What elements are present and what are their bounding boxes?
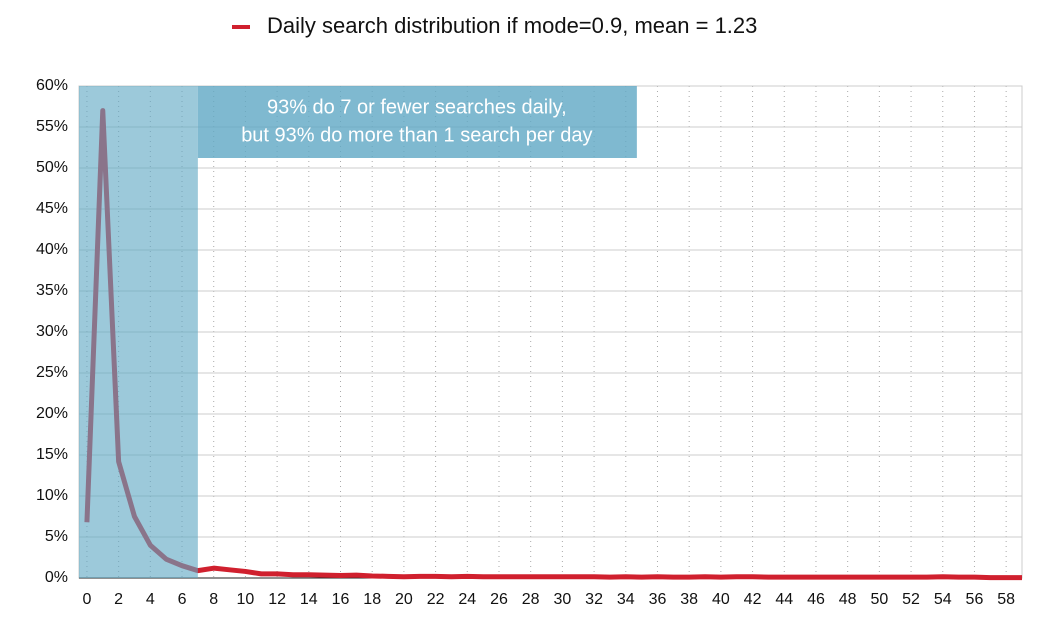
y-tick-label: 40%	[36, 241, 68, 258]
x-tick-label: 26	[490, 591, 508, 608]
x-tick-label: 22	[427, 591, 445, 608]
x-tick-label: 4	[146, 591, 155, 608]
y-tick-label: 30%	[36, 323, 68, 340]
x-tick-label: 36	[649, 591, 667, 608]
x-tick-label: 24	[458, 591, 476, 608]
annotation-text: 93% do 7 or fewer searches daily,	[267, 96, 567, 118]
x-tick-label: 8	[209, 591, 218, 608]
x-tick-label: 52	[902, 591, 920, 608]
x-tick-label: 12	[268, 591, 286, 608]
annotation-box	[197, 86, 637, 158]
y-tick-label: 20%	[36, 405, 68, 422]
x-tick-label: 54	[934, 591, 952, 608]
y-tick-label: 15%	[36, 446, 68, 463]
x-tick-label: 0	[82, 591, 91, 608]
y-tick-label: 50%	[36, 159, 68, 176]
x-tick-label: 38	[680, 591, 698, 608]
x-tick-label: 6	[178, 591, 187, 608]
x-tick-label: 16	[332, 591, 350, 608]
highlight-region	[79, 86, 198, 578]
x-tick-label: 42	[744, 591, 762, 608]
x-tick-label: 44	[775, 591, 793, 608]
x-tick-label: 30	[553, 591, 571, 608]
y-tick-label: 25%	[36, 364, 68, 381]
y-tick-label: 35%	[36, 282, 68, 299]
x-tick-label: 34	[617, 591, 635, 608]
x-tick-label: 56	[966, 591, 984, 608]
y-tick-label: 55%	[36, 118, 68, 135]
x-tick-label: 2	[114, 591, 123, 608]
x-tick-label: 50	[870, 591, 888, 608]
annotation-text: but 93% do more than 1 search per day	[241, 124, 592, 146]
y-tick-label: 0%	[45, 569, 68, 586]
x-tick-label: 32	[585, 591, 603, 608]
x-tick-label: 28	[522, 591, 540, 608]
x-tick-label: 20	[395, 591, 413, 608]
x-tick-label: 58	[997, 591, 1015, 608]
y-tick-label: 10%	[36, 487, 68, 504]
data-line	[84, 108, 1022, 581]
y-tick-label: 60%	[36, 77, 68, 94]
legend-label: Daily search distribution if mode=0.9, m…	[267, 13, 757, 38]
x-tick-label: 40	[712, 591, 730, 608]
x-tick-label: 46	[807, 591, 825, 608]
x-tick-label: 48	[839, 591, 857, 608]
x-tick-label: 14	[300, 591, 318, 608]
y-tick-label: 45%	[36, 200, 68, 217]
y-tick-label: 5%	[45, 528, 68, 545]
x-tick-label: 10	[237, 591, 255, 608]
x-tick-label: 18	[363, 591, 381, 608]
